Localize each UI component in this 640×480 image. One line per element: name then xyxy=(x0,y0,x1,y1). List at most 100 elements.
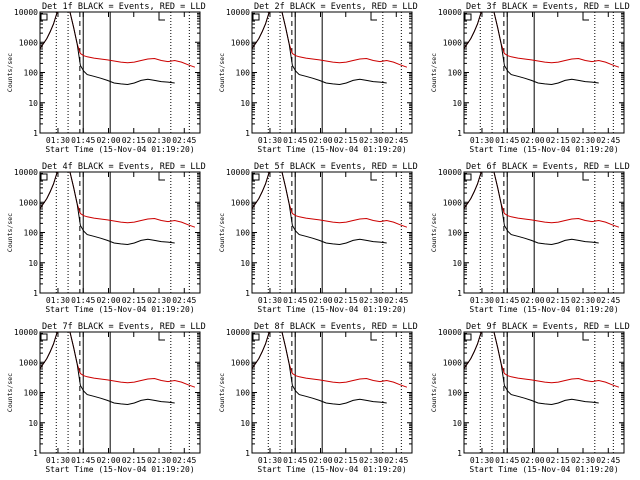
x-axis-label: Start Time (15-Nov-04 01:19:20) xyxy=(469,465,618,474)
x-tick-label: 02:00 xyxy=(96,296,120,305)
y-axis-label: Counts/sec xyxy=(218,373,226,412)
x-tick-label: 02:15 xyxy=(122,136,146,145)
x-axis-label: Start Time (15-Nov-04 01:19:20) xyxy=(257,305,406,314)
x-tick-label: 01:45 xyxy=(71,296,95,305)
x-tick-label: 02:45 xyxy=(172,296,196,305)
square-icon xyxy=(464,173,472,181)
chart-panel-4: Det 4f BLACK = Events, RED = LLD 1 10 100 10… xyxy=(6,162,206,314)
chart-title: Det 9f BLACK = Events, RED = LLD xyxy=(466,322,630,332)
y-tick-label: 1000 xyxy=(19,198,38,207)
x-tick-label: 02:15 xyxy=(546,136,570,145)
x-tick-label: 02:45 xyxy=(172,456,196,465)
chart-title: Det 5f BLACK = Events, RED = LLD xyxy=(254,162,418,172)
y-tick-label: 1000 xyxy=(443,198,462,207)
y-axis-label: Counts/sec xyxy=(430,373,438,412)
y-tick-label: 100 xyxy=(448,229,463,238)
x-tick-label: 02:30 xyxy=(147,136,171,145)
y-tick-label: 100 xyxy=(448,69,463,78)
y-axis-label: Counts/sec xyxy=(6,53,14,92)
chart-panel-5: Det 5f BLACK = Events, RED = LLD 1 10 100 10… xyxy=(218,162,418,314)
events-series-line xyxy=(252,172,387,246)
x-tick-label: 01:30 xyxy=(470,136,494,145)
y-tick-label: 1 xyxy=(457,129,462,138)
y-tick-label: 10000 xyxy=(14,8,38,17)
x-tick-label: 02:45 xyxy=(172,136,196,145)
chart-title: Det 6f BLACK = Events, RED = LLD xyxy=(466,162,630,172)
x-tick-label: 02:15 xyxy=(546,456,570,465)
y-tick-label: 10 xyxy=(240,99,250,108)
y-tick-label: 1 xyxy=(33,289,38,298)
y-tick-label: 100 xyxy=(24,69,39,78)
x-tick-label: 01:30 xyxy=(46,296,70,305)
chart-panel-9: Det 9f BLACK = Events, RED = LLD 1 10 100 10… xyxy=(430,322,630,474)
x-tick-label: 02:45 xyxy=(596,456,620,465)
x-tick-label: 02:30 xyxy=(359,456,383,465)
y-tick-label: 100 xyxy=(448,389,463,398)
y-axis-label: Counts/sec xyxy=(6,373,14,412)
plot-frame xyxy=(251,331,413,454)
x-tick-label: 01:45 xyxy=(495,296,519,305)
x-tick-label: 02:15 xyxy=(122,296,146,305)
x-axis-label: Start Time (15-Nov-04 01:19:20) xyxy=(469,145,618,154)
events-series-line xyxy=(252,332,387,406)
y-tick-label: 1000 xyxy=(19,358,38,367)
square-icon xyxy=(40,13,48,21)
x-tick-label: 02:15 xyxy=(334,456,358,465)
y-tick-label: 10 xyxy=(28,259,38,268)
bracket-icon xyxy=(370,13,377,21)
y-tick-label: 1000 xyxy=(231,358,250,367)
bracket-icon xyxy=(158,173,165,181)
square-icon xyxy=(40,173,48,181)
plot-frame xyxy=(251,171,413,294)
square-icon xyxy=(40,333,48,341)
x-tick-label: 01:45 xyxy=(283,136,307,145)
x-tick-label: 01:45 xyxy=(71,456,95,465)
x-tick-label: 02:30 xyxy=(147,456,171,465)
events-series-line xyxy=(464,172,599,246)
y-axis-label: Counts/sec xyxy=(430,53,438,92)
plot-frame xyxy=(39,331,201,454)
y-tick-label: 100 xyxy=(24,389,39,398)
plot-frame xyxy=(463,11,625,134)
chart-title: Det 2f BLACK = Events, RED = LLD xyxy=(254,2,418,12)
x-tick-label: 01:45 xyxy=(283,296,307,305)
y-tick-label: 1 xyxy=(245,289,250,298)
chart-panel-8: Det 8f BLACK = Events, RED = LLD 1 10 100 10… xyxy=(218,322,418,474)
x-tick-label: 02:30 xyxy=(359,136,383,145)
events-series-line xyxy=(40,12,175,86)
x-axis-label: Start Time (15-Nov-04 01:19:20) xyxy=(257,145,406,154)
y-tick-label: 10 xyxy=(452,259,462,268)
y-tick-label: 1 xyxy=(457,449,462,458)
y-tick-label: 10000 xyxy=(226,328,250,337)
x-tick-label: 02:45 xyxy=(596,136,620,145)
y-tick-label: 10000 xyxy=(438,328,462,337)
y-tick-label: 10000 xyxy=(438,168,462,177)
x-tick-label: 02:15 xyxy=(122,456,146,465)
bracket-icon xyxy=(582,333,589,341)
bracket-icon xyxy=(582,13,589,21)
x-tick-label: 01:30 xyxy=(46,136,70,145)
plot-frame xyxy=(463,331,625,454)
y-tick-label: 1000 xyxy=(443,38,462,47)
x-tick-label: 02:00 xyxy=(308,296,332,305)
x-tick-label: 02:30 xyxy=(571,296,595,305)
x-tick-label: 02:45 xyxy=(384,456,408,465)
bracket-icon xyxy=(158,13,165,21)
chart-panel-6: Det 6f BLACK = Events, RED = LLD 1 10 100 10… xyxy=(430,162,630,314)
bracket-icon xyxy=(370,173,377,181)
square-icon xyxy=(252,173,260,181)
y-tick-label: 1 xyxy=(33,449,38,458)
x-tick-label: 01:45 xyxy=(283,456,307,465)
x-tick-label: 02:00 xyxy=(520,456,544,465)
y-tick-label: 1 xyxy=(245,129,250,138)
x-tick-label: 02:15 xyxy=(334,296,358,305)
y-tick-label: 1000 xyxy=(19,38,38,47)
events-series-line xyxy=(40,332,175,406)
bracket-icon xyxy=(582,173,589,181)
square-icon xyxy=(252,13,260,21)
square-icon xyxy=(464,333,472,341)
x-tick-label: 01:30 xyxy=(258,296,282,305)
x-tick-label: 02:00 xyxy=(96,456,120,465)
chart-title: Det 3f BLACK = Events, RED = LLD xyxy=(466,2,630,12)
x-tick-label: 02:30 xyxy=(571,456,595,465)
